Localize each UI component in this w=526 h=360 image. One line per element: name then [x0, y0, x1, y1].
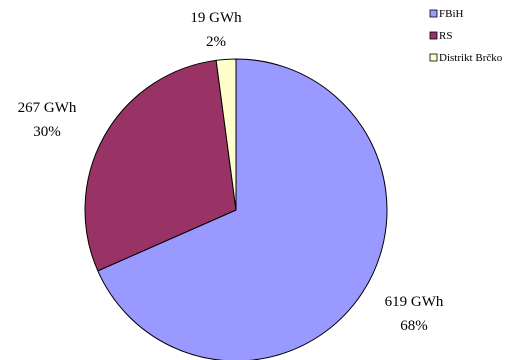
- data-label-value-fbih: 619 GWh: [385, 294, 444, 310]
- pie-slice-distrikt-brcko: [215, 58, 237, 211]
- legend-swatch-fbih: [429, 9, 438, 18]
- legend-label-rs: RS: [439, 30, 452, 42]
- pie-data-labels: 619 GWh 68% 267 GWh 30% 19 GWh 2%: [18, 10, 444, 334]
- data-label-percent-fbih: 68%: [400, 318, 428, 334]
- data-label-percent-distrikt-brcko: 2%: [206, 34, 226, 50]
- pie-slice-rs: [84, 59, 237, 272]
- pie-slice-fbih: [97, 58, 388, 360]
- legend-swatch-distrikt-brcko: [429, 53, 438, 62]
- data-label-value-rs: 267 GWh: [18, 100, 77, 116]
- legend: FBiH RS Distrikt Brčko: [429, 8, 503, 64]
- legend-label-fbih: FBiH: [439, 8, 464, 20]
- data-label-percent-rs: 30%: [33, 124, 61, 140]
- legend-swatch-rs: [429, 31, 438, 40]
- data-label-value-distrikt-brcko: 19 GWh: [190, 10, 242, 26]
- pie-slices: [84, 58, 388, 360]
- legend-label-distrikt-brcko: Distrikt Brčko: [439, 52, 503, 64]
